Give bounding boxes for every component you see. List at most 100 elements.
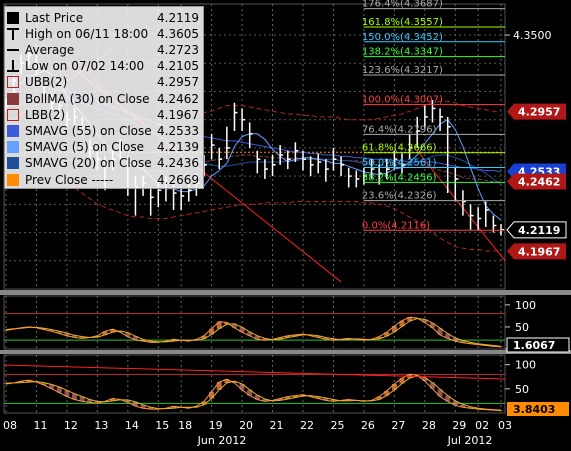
- oscillator-layer: [3, 313, 506, 412]
- x-tick-label: 19: [209, 419, 223, 432]
- panel-separator: [0, 350, 571, 354]
- fib-level-label: 0.0%(4.2116): [362, 220, 430, 231]
- legend-label: UBB(2): [25, 75, 68, 90]
- axis-layer: 4.3500 4.2957 4.2533 4.2462 4.2119 4.1967 100 5…: [3, 29, 570, 447]
- price-bar: [424, 105, 428, 129]
- price-bar: [439, 108, 444, 131]
- x-tick-label: 28: [422, 419, 436, 432]
- fib-level-label: 150.0%(4.3452): [362, 32, 443, 43]
- price-tag-shape: [507, 243, 566, 260]
- legend-entry: Average 4.2723: [7, 41, 199, 58]
- legend-swatch: [7, 157, 19, 170]
- x-tick-label: 29: [452, 419, 466, 432]
- legend-entry: SMAVG (55) on Close 4.2533: [7, 122, 199, 139]
- legend-value: 4.2957: [157, 75, 199, 90]
- price-tag: 4.1967: [507, 243, 566, 260]
- price-bar: [302, 150, 306, 171]
- fib-level-label: 161.8%(4.3557): [362, 17, 443, 28]
- price-bar: [492, 215, 497, 233]
- x-tick-label: 02: [475, 419, 489, 432]
- price-bar: [446, 116, 451, 194]
- price-tag-shape: [506, 221, 567, 239]
- legend-entry: LBB(2) 4.1967: [7, 106, 199, 123]
- x-tick-label: 18: [178, 419, 192, 432]
- oscillator1-value-tag: 1.6067: [506, 337, 570, 353]
- legend-value: 4.2723: [157, 42, 199, 57]
- legend-swatch: [7, 124, 19, 137]
- x-tick-label: 26: [361, 419, 375, 432]
- legend-label: High on 06/11 18:00: [25, 26, 149, 41]
- price-bar: [226, 126, 230, 160]
- legend-value: 4.1967: [157, 107, 199, 122]
- trendline-channel: [416, 150, 506, 262]
- x-tick-label: 08: [3, 419, 17, 432]
- price-bar: [248, 122, 253, 148]
- fib-level-label: 138.2%(4.3347): [362, 47, 443, 58]
- x-tick-label: 25: [330, 419, 344, 432]
- price-bar: [355, 170, 360, 188]
- fib-level-label: 61.8%(4.2666): [362, 143, 437, 154]
- oscillator2-frame: [3, 354, 506, 414]
- price-bar: [477, 207, 482, 230]
- oscillator2-trendline: [3, 364, 506, 380]
- oscillator2-value: 3.8403: [513, 403, 555, 416]
- price-bar: [325, 159, 329, 182]
- panel-separator: [0, 290, 571, 295]
- price-tag-label: 4.2119: [518, 224, 560, 237]
- legend-value: 4.2669: [157, 172, 199, 187]
- x-tick-label: 21: [270, 419, 284, 432]
- legend-swatch: [7, 11, 19, 24]
- price-bar: [454, 167, 459, 202]
- legend-entry: SMAVG (5) on Close 4.2139: [7, 139, 199, 156]
- price-tag-label: 4.2462: [518, 175, 560, 188]
- price-bar: [271, 154, 276, 177]
- price-bar: [210, 133, 215, 160]
- price-bar: [393, 150, 398, 170]
- fib-level-label: 76.4%(4.2796): [362, 124, 437, 135]
- fib-level-label: 100.0%(4.3007): [362, 95, 443, 106]
- legend-value: 4.2105: [157, 59, 199, 74]
- legend-swatch: [7, 60, 19, 73]
- fib-level-label: 50.0%(4.2561): [362, 158, 437, 169]
- legend-value: 4.2436: [157, 156, 199, 171]
- price-bar: [218, 147, 223, 170]
- legend-label: LBB(2): [25, 107, 66, 122]
- price-bar: [408, 133, 413, 160]
- legend-swatch: [7, 92, 19, 105]
- x-tick-label: 11: [33, 419, 47, 432]
- price-bar: [264, 159, 268, 179]
- legend-entry: SMAVG (20) on Close 4.2436: [7, 155, 199, 172]
- oscillator2-value-box: [507, 402, 569, 416]
- price-bar: [203, 154, 207, 177]
- legend-entry: Low on 07/02 14:00 4.2105: [7, 58, 199, 75]
- legend-label: Low on 07/02 14:00: [25, 59, 145, 74]
- x-tick-label: 13: [94, 419, 108, 432]
- fib-level-label: 23.6%(4.2326): [362, 191, 437, 202]
- x-tick-label: 12: [64, 419, 78, 432]
- legend-swatch: [7, 43, 19, 56]
- fib-level-label: 123.6%(4.3217): [362, 65, 443, 76]
- price-bar: [500, 224, 504, 236]
- price-bar: [431, 99, 436, 123]
- oscillator1-value-box: [506, 337, 570, 353]
- price-bar: [378, 164, 383, 185]
- price-bar: [149, 187, 154, 216]
- price-bar: [462, 190, 466, 216]
- legend-value: 4.2139: [157, 140, 199, 155]
- x-tick-label: 14: [125, 419, 139, 432]
- price-bar: [241, 108, 246, 131]
- price-bar: [363, 167, 367, 185]
- legend-label: SMAVG (55) on Close: [25, 123, 152, 138]
- legend-entry: Prev Close ----- 4.2669: [7, 171, 199, 188]
- x-tick-label: 22: [300, 419, 314, 432]
- price-bar: [294, 142, 299, 163]
- price-bar: [256, 150, 261, 174]
- oscillator2-tick-label: 50: [515, 383, 529, 396]
- legend-swatch: [7, 108, 19, 121]
- legend-entry: UBB(2) 4.2957: [7, 74, 199, 91]
- price-bar: [233, 102, 238, 131]
- x-tick-label: 03: [498, 419, 512, 432]
- legend-entry: Last Price 4.2119: [7, 9, 199, 26]
- legend-label: SMAVG (20) on Close: [25, 156, 152, 171]
